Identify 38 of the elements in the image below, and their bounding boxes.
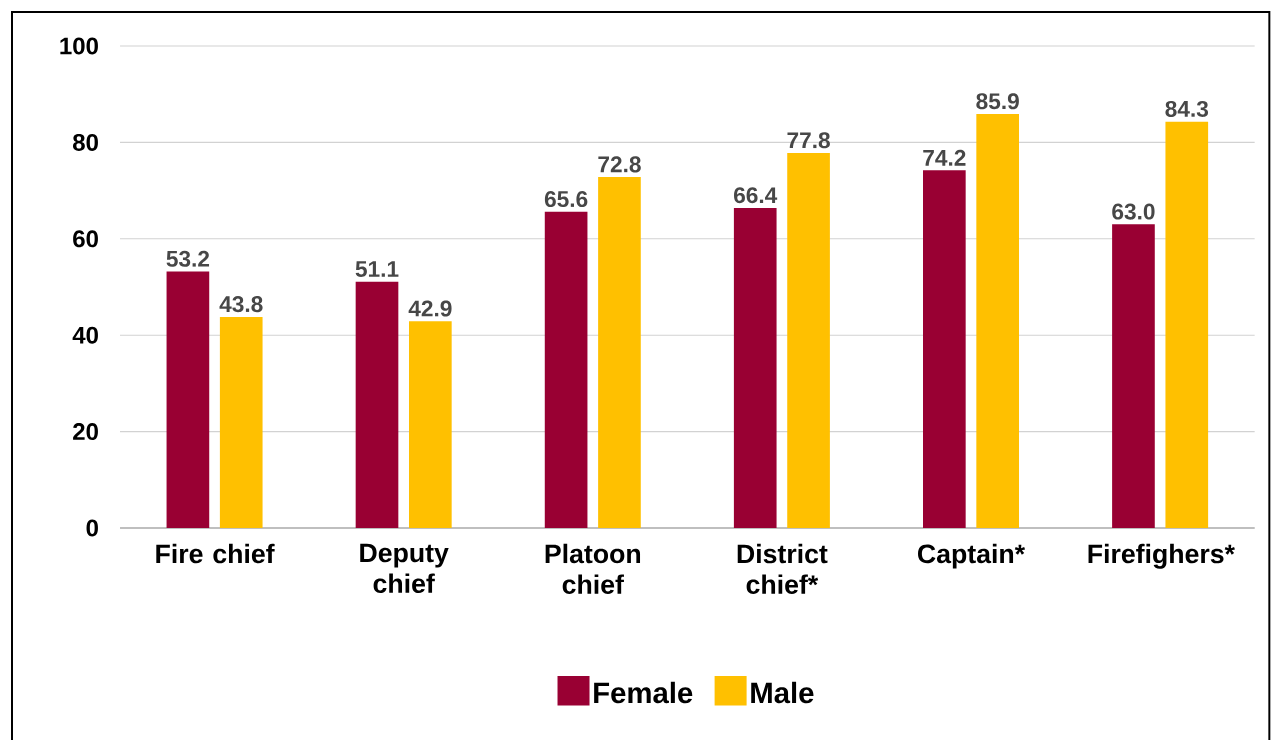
x-tick-label: Firefighers* <box>1088 543 1235 569</box>
bar <box>355 281 399 528</box>
x-tick-label: Captain* <box>918 543 1026 569</box>
data-label: 72.8 <box>598 156 641 173</box>
data-label: 63.0 <box>1112 203 1155 220</box>
y-tick-label: 40 <box>72 326 98 344</box>
x-tick-label: Platoon chief <box>545 543 641 594</box>
x-tick-label: District chief* <box>737 543 828 594</box>
y-tick-label: 0 <box>86 519 98 537</box>
data-label: 74.2 <box>923 149 966 166</box>
legend-label: Female <box>594 681 693 704</box>
bar <box>733 207 777 528</box>
x-tick-label: Fire chief <box>156 543 275 564</box>
data-label: 77.8 <box>787 132 830 149</box>
y-tick-label: 80 <box>73 133 98 151</box>
data-label: 66.4 <box>734 187 778 204</box>
bar <box>976 113 1019 528</box>
bar <box>1112 224 1155 528</box>
bar <box>219 316 263 528</box>
data-label: 85.9 <box>976 93 1019 110</box>
data-label: 42.9 <box>408 300 452 317</box>
data-label: 43.8 <box>219 296 263 313</box>
bar <box>598 177 641 528</box>
data-label: 51.1 <box>355 261 399 277</box>
y-tick-label: 20 <box>73 423 98 441</box>
data-label: 65.6 <box>544 191 588 208</box>
x-tick-label: Deputy chief <box>360 543 449 593</box>
y-tick-label: 60 <box>73 230 98 248</box>
bar <box>787 153 830 528</box>
y-tick-label: 100 <box>60 37 98 55</box>
bar <box>166 271 210 528</box>
bar <box>923 170 966 528</box>
legend-label: Male <box>751 681 814 704</box>
data-label: 53.2 <box>166 250 210 267</box>
bar <box>409 321 452 528</box>
data-label: 84.3 <box>1165 100 1209 117</box>
bar <box>544 211 588 528</box>
bar <box>1165 121 1209 528</box>
